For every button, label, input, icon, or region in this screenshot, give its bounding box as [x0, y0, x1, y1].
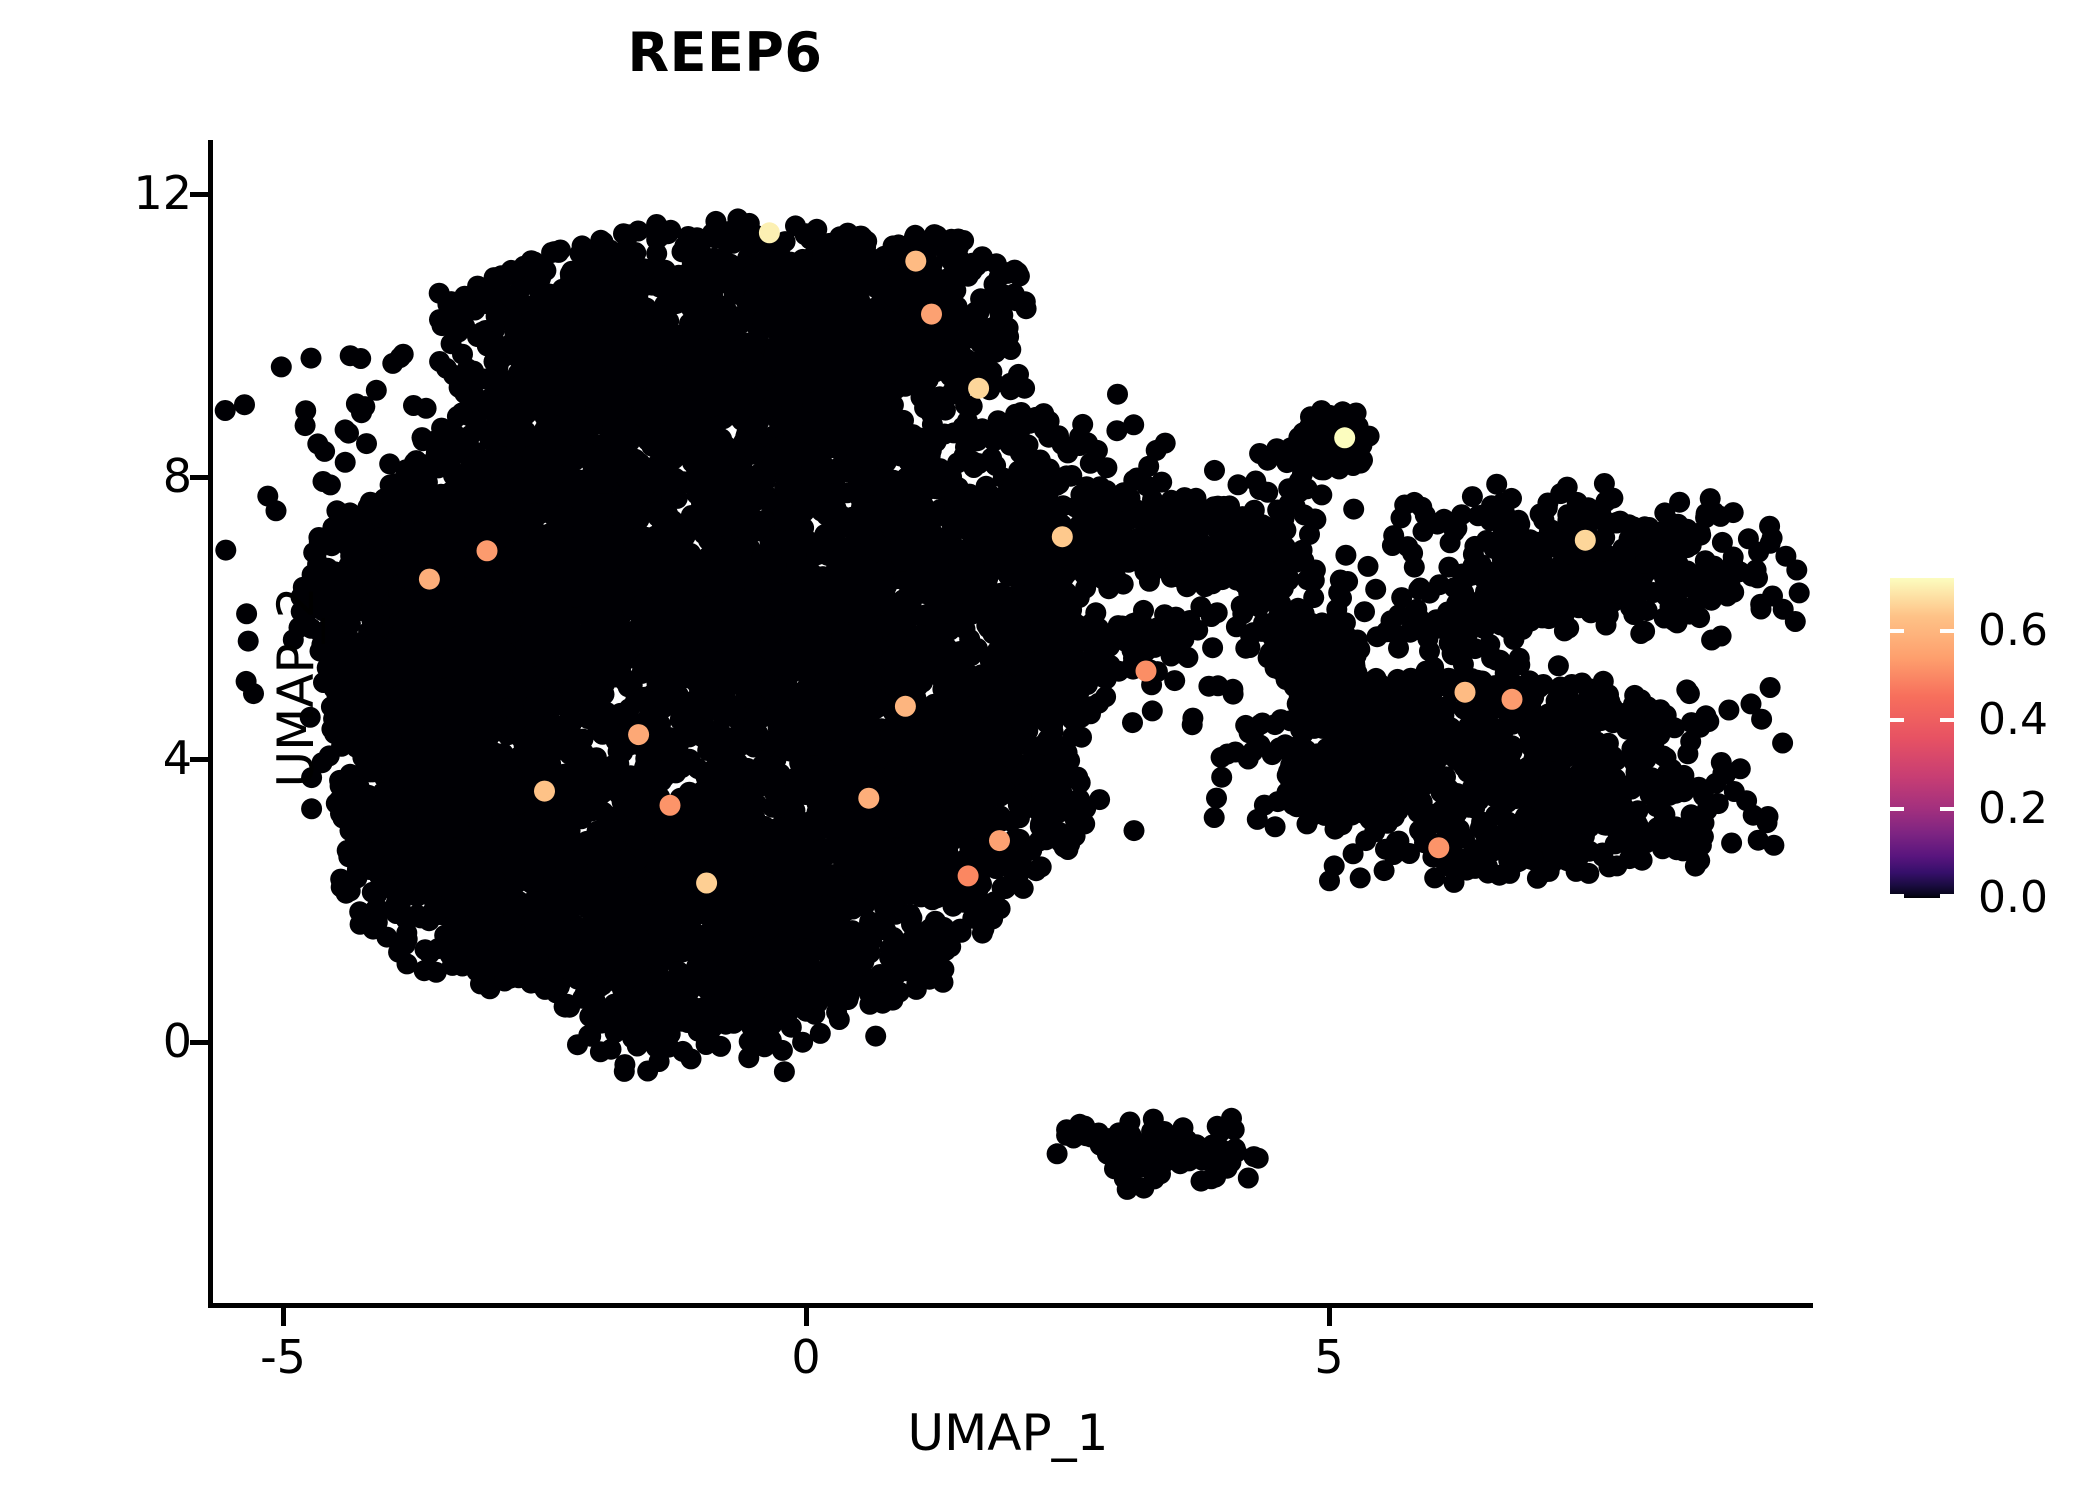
colorbar-tick-mark [1940, 718, 1954, 723]
scatter-point-highlight [418, 568, 440, 590]
scatter-point-highlight [905, 250, 927, 272]
scatter-point-highlight [957, 865, 979, 887]
scatter-point-highlight [894, 695, 916, 717]
y-tick-label: 12 [133, 165, 192, 220]
colorbar-tick-mark [1940, 629, 1954, 634]
y-tick-label: 4 [162, 731, 192, 786]
y-tick-label: 8 [162, 448, 192, 503]
colorbar-tick-mark [1940, 807, 1954, 812]
colorbar-tick-mark [1940, 894, 1954, 898]
colorbar-tick-mark [1890, 894, 1904, 898]
scatter-point-highlight [476, 540, 498, 562]
x-tick-label: 5 [1314, 1330, 1344, 1384]
page-title: REEP6 [627, 21, 823, 84]
x-tick-mark [804, 1308, 809, 1326]
scatter-point-highlight [1574, 529, 1596, 551]
x-axis-spine [208, 1303, 1813, 1308]
colorbar-tick-mark [1890, 629, 1904, 634]
scatter-point-highlight [659, 794, 681, 816]
scatter-point-highlight [1334, 427, 1356, 449]
scatter-point-highlight [989, 830, 1010, 852]
y-tick-mark [190, 757, 208, 763]
scatter-point-highlight [1428, 837, 1450, 859]
y-axis-spine [208, 140, 213, 1308]
scatter-point-highlight [968, 377, 990, 399]
scatter-point-highlight [1454, 681, 1476, 703]
colorbar: 0.0 0.2 0.4 0.6 [1890, 578, 2090, 920]
scatter-point-highlight [858, 787, 880, 809]
scatter-plot-area [213, 140, 1813, 1303]
scatter-point-highlight [628, 724, 650, 746]
scatter-point-highlight [758, 222, 780, 244]
colorbar-tick-mark [1890, 807, 1904, 812]
colorbar-tick-mark [1890, 718, 1904, 723]
colorbar-gradient [1890, 578, 1954, 898]
x-tick-label: -5 [260, 1330, 306, 1384]
y-tick-mark [190, 1040, 208, 1045]
x-tick-mark [281, 1308, 286, 1326]
x-tick-label: 0 [791, 1330, 821, 1384]
scatter-point-highlight [921, 303, 942, 325]
x-axis-label: UMAP_1 [907, 1404, 1109, 1462]
y-axis-label: UMAP_2 [267, 586, 325, 788]
colorbar-tick-label: 0.6 [1978, 605, 2048, 657]
y-tick-label: 0 [162, 1014, 192, 1068]
colorbar-tick-label: 0.0 [1978, 872, 2048, 923]
y-tick-mark [190, 191, 208, 197]
scatter-point-highlight [534, 780, 555, 802]
colorbar-tick-label: 0.4 [1978, 694, 2048, 746]
scatter-point-highlight [696, 872, 718, 894]
colorbar-tick-label: 0.2 [1978, 783, 2048, 835]
y-tick-mark [190, 474, 208, 480]
scatter-point-highlight [1051, 526, 1073, 548]
scatter-points-layer [214, 208, 1810, 1200]
scatter-point-highlight [1135, 660, 1157, 682]
scatter-point-highlight [1501, 688, 1523, 710]
x-tick-mark [1327, 1308, 1332, 1326]
